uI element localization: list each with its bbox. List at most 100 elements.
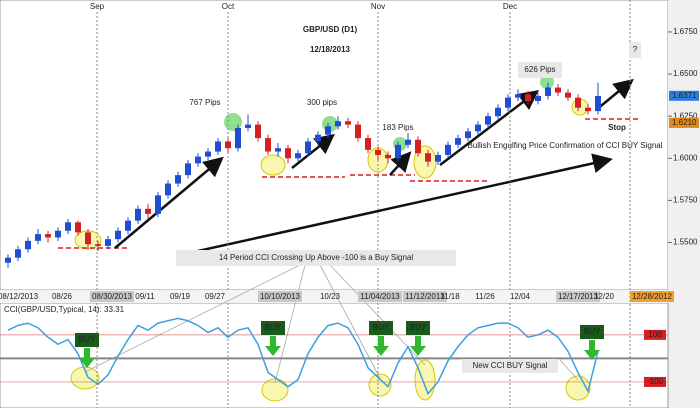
x-tick-label: 09/11 <box>135 292 155 301</box>
y-tick-label: 1.6500 <box>673 69 698 78</box>
buy-label: BUY <box>79 335 96 344</box>
candle-body <box>25 240 31 250</box>
candle-body <box>445 144 451 155</box>
candle-body <box>195 156 201 164</box>
candle-body <box>95 244 101 246</box>
price-marker-label: 1.6371 <box>672 91 697 100</box>
buy-arrow <box>584 340 600 360</box>
date-highlight <box>556 291 600 302</box>
x-tick-label: 11/12/2013 <box>405 292 445 301</box>
buy-label: BUY <box>373 323 390 332</box>
candle-body <box>255 124 261 139</box>
buy-arrow <box>373 336 389 356</box>
buy-box <box>406 321 430 335</box>
cci-tick-label: -100 <box>647 377 664 386</box>
annotation-box <box>176 250 456 266</box>
price-marker <box>669 117 699 128</box>
axis-area <box>668 0 700 408</box>
x-tick-label: 09/19 <box>170 292 191 301</box>
candle-body <box>145 208 151 214</box>
candle-body <box>395 144 401 159</box>
candle-body <box>545 87 551 96</box>
candle-body <box>105 239 111 246</box>
candle-body <box>115 230 121 240</box>
candle-body <box>495 107 501 117</box>
buy-box <box>580 325 604 339</box>
candle-body <box>325 126 331 135</box>
buy-box <box>261 321 285 335</box>
candle-body <box>465 131 471 139</box>
candle-body <box>5 257 11 263</box>
buy-box <box>75 333 99 347</box>
candle-body <box>55 230 61 238</box>
cci-note: New CCI BUY Signal <box>473 361 548 370</box>
candle-body <box>35 234 41 241</box>
candle-body <box>515 94 521 98</box>
buy-label: BUY <box>410 323 427 332</box>
candle-body <box>335 121 341 127</box>
annotation: 14 Period CCI Crossing Up Above -100 is … <box>219 253 414 262</box>
candle-body <box>185 163 191 176</box>
candle-body <box>45 234 51 238</box>
annotation: 183 Pips <box>382 123 413 132</box>
candle-body <box>385 154 391 159</box>
chart-title: GBP/USD (D1) <box>303 25 358 34</box>
month-label: Nov <box>371 2 385 11</box>
price-marker-label: 1.6210 <box>672 118 697 127</box>
candle-body <box>525 94 531 102</box>
candle-body <box>375 149 381 155</box>
candle-body <box>225 141 231 149</box>
x-tick-label: 10/10/2013 <box>260 292 301 301</box>
candle-body <box>175 175 181 184</box>
buy-arrow <box>410 336 426 356</box>
date-highlight <box>403 291 447 302</box>
x-tick-label: 12/17/2013 <box>558 292 599 301</box>
candle-body <box>455 138 461 145</box>
x-tick-label: 10/23 <box>320 292 341 301</box>
x-tick-label: 08/30/2013 <box>92 292 133 301</box>
annotation: 767 Pips <box>189 98 220 107</box>
candle-body <box>135 208 141 221</box>
date-highlight <box>90 291 134 302</box>
cci-tick-label: 100 <box>648 330 662 339</box>
cci-tick-box <box>644 376 666 387</box>
cci-tick-box <box>644 329 666 340</box>
x-tick-label: 08/12/2013 <box>0 292 39 301</box>
annotation: Stop <box>608 123 626 132</box>
x-tick-label: 11/18 <box>440 292 460 301</box>
buy-arrow <box>265 336 281 356</box>
month-label: Dec <box>503 2 517 11</box>
annotation: Bullish Engulfing Price Confirmation of … <box>467 141 662 150</box>
candle-body <box>65 222 71 231</box>
candle-body <box>125 220 131 231</box>
candle-body <box>315 134 321 142</box>
x-tick-label: 12/28/2012 <box>632 292 673 301</box>
candle-body <box>155 195 161 214</box>
x-tick-label: 12/20 <box>594 292 615 301</box>
candle-body <box>285 148 291 159</box>
x-tick-label: 09/27 <box>205 292 226 301</box>
month-label: Sep <box>90 2 105 11</box>
candle-body <box>585 107 591 112</box>
annotation-box <box>518 62 562 78</box>
x-tick-label: 08/26 <box>52 292 73 301</box>
annotation-box <box>629 42 641 58</box>
buy-box <box>369 321 393 335</box>
candle-body <box>405 139 411 145</box>
y-tick-label: 1.6000 <box>673 153 698 162</box>
chart-subtitle: 12/18/2013 <box>310 45 351 54</box>
date-highlight <box>358 291 402 302</box>
x-tick-label: 11/26 <box>475 292 495 301</box>
y-tick-label: 1.5750 <box>673 196 698 205</box>
candle-body <box>295 153 301 159</box>
candle-body <box>305 141 311 154</box>
candle-body <box>75 222 81 233</box>
cci-line <box>7 317 599 396</box>
candle-body <box>365 138 371 150</box>
candle-body <box>215 141 221 152</box>
candle-body <box>595 95 601 112</box>
buy-label: BUY <box>584 327 601 336</box>
price-marker <box>669 90 699 101</box>
